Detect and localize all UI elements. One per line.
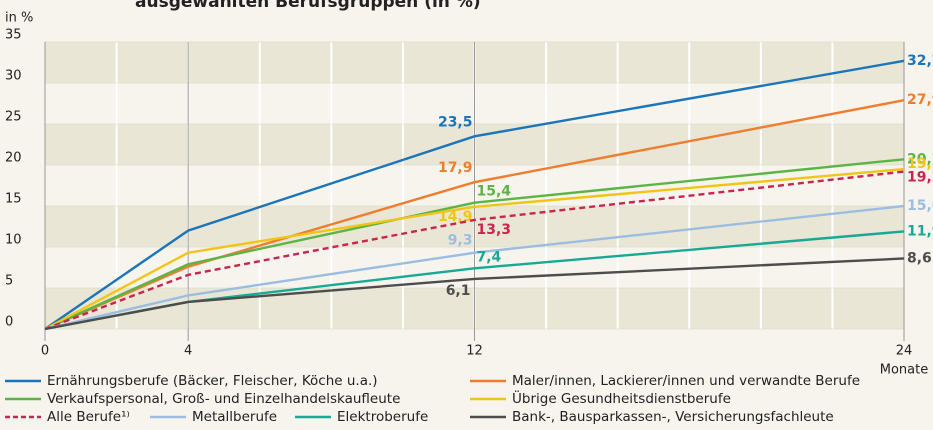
series-line [44, 158, 905, 331]
value-label: 15,0 [907, 198, 933, 214]
x-tick-label: 12 [466, 344, 483, 359]
series-line [44, 257, 905, 331]
x-tick-label: 24 [896, 344, 913, 359]
value-label: 6,1 [446, 283, 471, 299]
value-label: 27,9 [907, 92, 933, 108]
legend-label: Alle Berufe¹⁾ [47, 409, 130, 425]
y-tick-label: 35 [5, 28, 22, 43]
legend-label: Maler/innen, Lackierer/innen und verwand… [512, 373, 860, 389]
y-tick-label: 15 [5, 192, 22, 207]
value-label: 9,3 [448, 233, 473, 249]
y-tick-label: 30 [5, 69, 22, 84]
y-tick-label: 5 [5, 274, 13, 289]
y-tick-label: 20 [5, 151, 22, 166]
value-label: 19,2 [907, 170, 933, 186]
chart-title: ausgewählten Berufsgruppen (in %) [135, 0, 481, 12]
value-label: 7,4 [477, 249, 502, 265]
legend-label: Metallberufe [192, 409, 277, 425]
x-axis-label: Monate [880, 363, 928, 378]
y-tick-label: 25 [5, 110, 22, 125]
series-line [44, 170, 905, 331]
legend-label: Verkaufspersonal, Groß- und Einzelhandel… [47, 391, 400, 407]
value-label: 15,4 [477, 184, 512, 200]
value-label: 32,7 [907, 53, 933, 69]
value-label: 20,7 [907, 151, 933, 167]
x-tick-label: 0 [41, 344, 49, 359]
series-line [44, 204, 905, 331]
series-line [44, 167, 905, 331]
y-tick-label: 10 [5, 233, 22, 248]
value-label: 19,5 [907, 156, 933, 172]
x-tick-label: 4 [184, 344, 192, 359]
value-label: 13,3 [477, 222, 512, 238]
legend-label: Elektroberufe [337, 409, 428, 425]
value-label: 23,5 [438, 114, 473, 130]
value-label: 17,9 [438, 160, 473, 176]
legend-label: Bank-, Bausparkassen-, Versicherungsfach… [512, 409, 834, 425]
legend-label: Übrige Gesundheitsdienstberufe [512, 389, 731, 407]
series-line [44, 59, 905, 330]
value-label: 8,6 [907, 250, 932, 266]
y-tick-label: 0 [5, 315, 13, 330]
legend-label: Ernährungsberufe (Bäcker, Fleischer, Köc… [47, 373, 378, 389]
y-axis-label: in % [5, 11, 33, 26]
value-label: 11,9 [907, 223, 933, 239]
